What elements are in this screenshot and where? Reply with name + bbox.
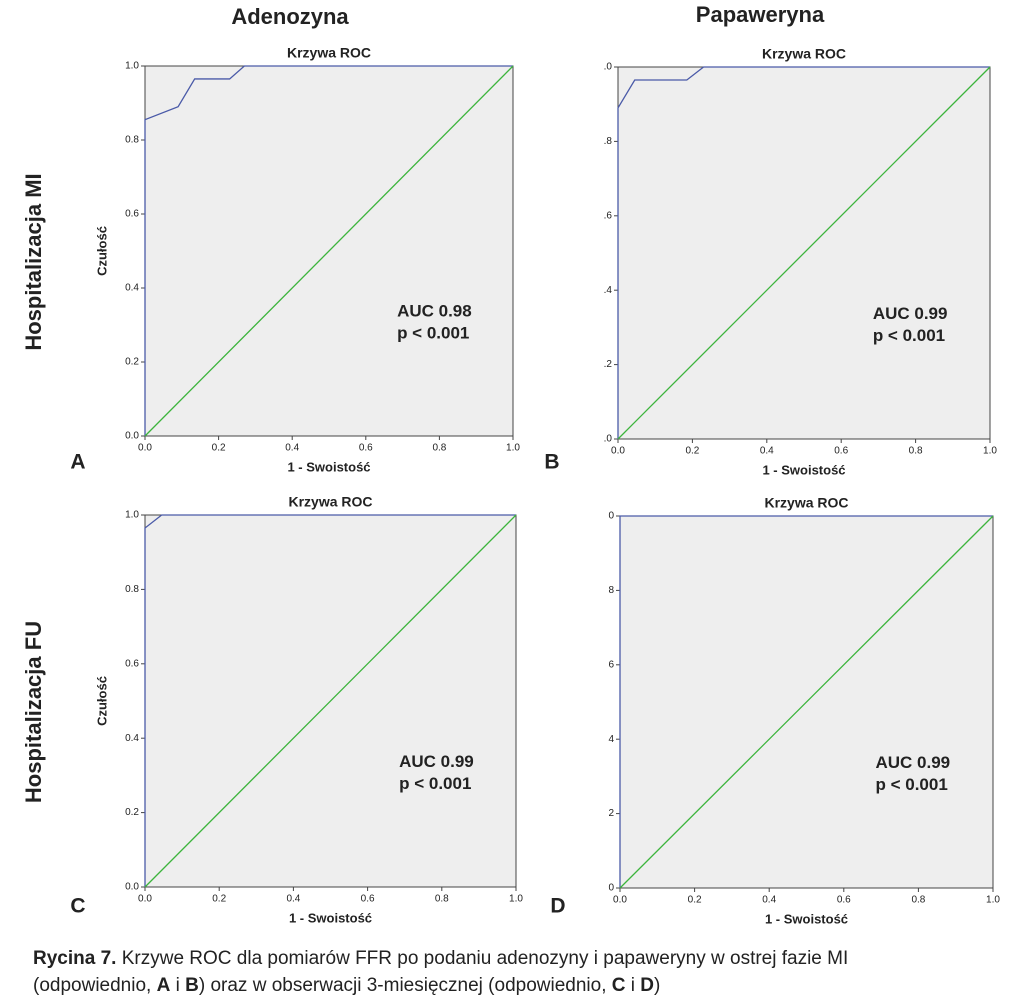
x-tick-label: 0.2 (212, 894, 226, 905)
x-tick-label: 0.4 (285, 443, 299, 454)
chart-title: Krzywa ROC (764, 495, 848, 511)
chart-title: Krzywa ROC (288, 494, 372, 510)
caption-part: (odpowiednio, (33, 975, 152, 996)
x-tick-label: 0.0 (613, 895, 627, 906)
x-tick-label: 0.8 (909, 446, 923, 457)
x-tick-label: 0.8 (435, 894, 449, 905)
roc-line (144, 514, 516, 887)
annotation: AUC 0.99 (873, 304, 948, 323)
y-tick-label: 0 (608, 883, 614, 894)
caption-part: B (185, 975, 199, 996)
x-tick-label: 0.4 (286, 894, 300, 905)
y-tick-label: .0 (604, 62, 613, 73)
annotation: p < 0.001 (399, 774, 471, 793)
y-tick-label: .6 (604, 210, 613, 221)
y-axis-label: Czułość (94, 226, 109, 276)
y-tick-label: .4 (604, 285, 613, 296)
annotation: AUC 0.98 (397, 302, 472, 321)
y-tick-label: 0.0 (125, 431, 139, 442)
y-tick-label: .0 (604, 434, 613, 445)
y-tick-label: 0.6 (125, 658, 139, 669)
x-tick-label: 0.0 (611, 446, 625, 457)
x-tick-label: 1.0 (509, 894, 523, 905)
column-header: Papaweryna (696, 2, 825, 27)
caption-part: ) (654, 975, 661, 996)
y-tick-label: 1.0 (125, 61, 139, 72)
y-tick-label: 0 (608, 511, 614, 522)
x-axis-label: 1 - Swoistość (289, 910, 372, 925)
x-tick-label: 0.6 (359, 443, 373, 454)
charts: Adenozyna Papaweryna Hospitalizacja MI H… (21, 2, 1001, 927)
x-tick-label: 0.0 (138, 443, 152, 454)
y-tick-label: 8 (608, 585, 614, 596)
y-tick-label: .2 (604, 359, 613, 370)
panel-label: D (550, 895, 565, 918)
y-axis-label: Czułość (94, 676, 109, 726)
caption-part: Krzywe ROC dla pomiarów FFR po podaniu a… (121, 948, 849, 969)
x-tick-label: 1.0 (506, 443, 520, 454)
chart-title: Krzywa ROC (287, 45, 371, 61)
y-tick-label: 0.2 (125, 807, 139, 818)
panel-label: C (70, 895, 85, 918)
roc-line (617, 66, 991, 440)
x-tick-label: 0.4 (762, 895, 776, 906)
row-header: Hospitalizacja MI (21, 173, 46, 350)
caption-part: i (175, 975, 180, 996)
y-tick-label: 0.4 (125, 283, 139, 294)
x-axis-label: 1 - Swoistość (287, 459, 370, 474)
caption-part: Rycina 7. (33, 948, 117, 969)
x-tick-label: 0.6 (837, 895, 851, 906)
caption: Rycina 7. Krzywe ROC dla pomiarów FFR po… (33, 945, 1013, 999)
annotation: p < 0.001 (876, 775, 948, 794)
caption-part: i (630, 975, 636, 996)
y-tick-label: .8 (604, 136, 613, 147)
y-tick-label: 2 (608, 808, 614, 819)
roc-line (144, 514, 517, 888)
y-tick-label: 0.2 (125, 357, 139, 368)
caption-part: C (611, 975, 626, 996)
column-header: Adenozyna (231, 4, 349, 29)
roc-line (144, 65, 514, 437)
row-header: Hospitalizacja FU (21, 621, 46, 803)
x-tick-label: 0.6 (361, 894, 375, 905)
roc-line (144, 65, 513, 436)
annotation: p < 0.001 (397, 324, 469, 343)
x-axis-label: 1 - Swoistość (765, 911, 848, 926)
x-tick-label: 0.0 (138, 894, 152, 905)
annotation: AUC 0.99 (399, 752, 474, 771)
y-tick-label: 0.8 (125, 135, 139, 146)
y-tick-label: 0.0 (125, 882, 139, 893)
x-tick-label: 0.2 (685, 446, 699, 457)
roc-line (619, 515, 993, 888)
y-tick-label: 1.0 (125, 510, 139, 521)
x-axis-label: 1 - Swoistość (762, 462, 845, 477)
y-tick-label: 0.4 (125, 733, 139, 744)
caption-part: ) oraz w obserwacji 3-miesięcznej (odpow… (198, 975, 607, 996)
y-tick-label: 0.8 (125, 584, 139, 595)
x-tick-label: 1.0 (983, 446, 997, 457)
x-tick-label: 1.0 (986, 895, 1000, 906)
x-tick-label: 0.8 (911, 895, 925, 906)
roc-line (617, 66, 990, 439)
x-tick-label: 0.4 (760, 446, 774, 457)
y-tick-label: 6 (608, 659, 614, 670)
annotation: AUC 0.99 (876, 753, 951, 772)
y-tick-label: 0.6 (125, 209, 139, 220)
x-tick-label: 0.2 (688, 895, 702, 906)
caption-part: D (640, 975, 655, 996)
roc-line (619, 515, 994, 889)
x-tick-label: 0.6 (834, 446, 848, 457)
panel-label: A (70, 451, 85, 474)
chart-title: Krzywa ROC (762, 46, 846, 62)
panel-label: B (544, 451, 559, 474)
x-tick-label: 0.8 (432, 443, 446, 454)
caption-part: A (156, 975, 171, 996)
y-tick-label: 4 (608, 734, 614, 745)
annotation: p < 0.001 (873, 326, 945, 345)
x-tick-label: 0.2 (212, 443, 226, 454)
